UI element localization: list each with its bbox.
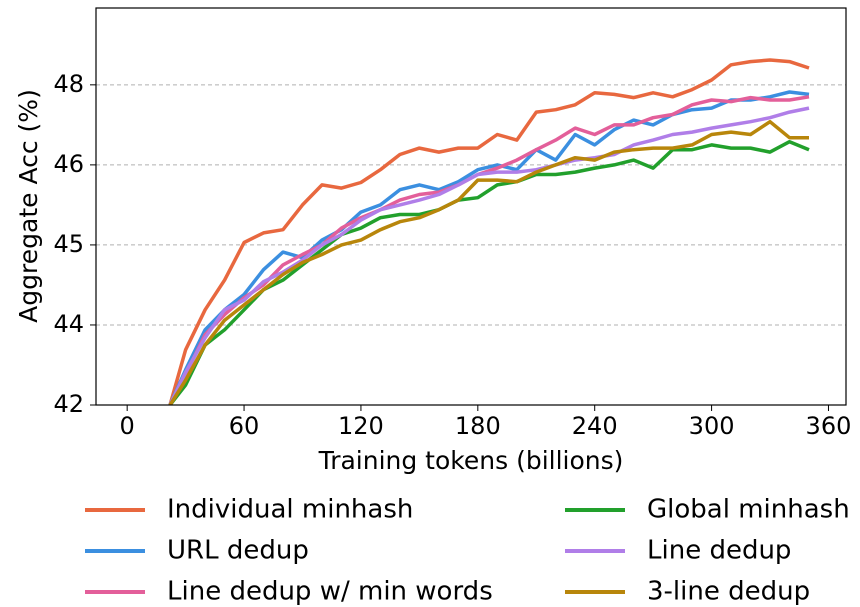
series-line	[168, 58, 810, 405]
legend-label: Individual minhash	[167, 495, 413, 525]
x-tick-label: 180	[455, 412, 501, 440]
y-tick-label: 44	[53, 310, 84, 338]
series-line	[168, 119, 809, 405]
legend-label: Line dedup w/ min words	[167, 577, 493, 607]
series-line	[168, 106, 810, 405]
plot-frame	[95, 7, 847, 406]
y-tick-label: 45	[53, 230, 84, 258]
legend-label: 3-line dedup	[647, 577, 810, 607]
legend-label: Global minhash	[647, 495, 850, 525]
x-tick-label: 120	[338, 412, 384, 440]
x-tick-label: 300	[689, 412, 735, 440]
legend-label: URL dedup	[167, 536, 309, 566]
series-line	[168, 95, 810, 405]
x-tick-label: 240	[572, 412, 618, 440]
y-axis-label: Aggregate Acc (%)	[14, 89, 43, 323]
y-tick-label: 46	[53, 150, 84, 178]
x-axis-label: Training tokens (billions)	[318, 446, 624, 475]
series-line	[168, 139, 810, 405]
x-tick-label: 0	[120, 412, 135, 440]
x-tick-label: 360	[806, 412, 852, 440]
legend-label: Line dedup	[647, 536, 791, 566]
plot-lines	[168, 58, 810, 405]
y-tick-label: 42	[53, 390, 84, 418]
y-tick-label: 48	[53, 70, 84, 98]
x-tick-label: 60	[229, 412, 260, 440]
series-line	[168, 90, 810, 405]
